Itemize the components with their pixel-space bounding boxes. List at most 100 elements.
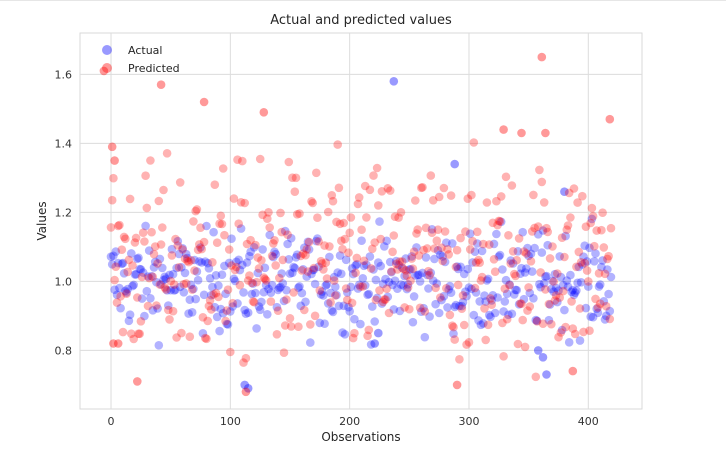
data-point-actual xyxy=(270,247,279,257)
data-point-predicted xyxy=(536,268,545,277)
data-point-actual xyxy=(401,254,411,263)
data-point-actual xyxy=(159,275,168,285)
data-point-actual xyxy=(263,310,272,319)
data-point-predicted xyxy=(280,321,290,330)
data-point-actual xyxy=(469,310,479,320)
data-point-actual xyxy=(189,284,198,294)
data-point-predicted xyxy=(301,250,310,260)
data-point-predicted xyxy=(480,304,489,313)
data-point-actual xyxy=(594,282,604,291)
data-point-actual xyxy=(364,289,374,299)
data-point-predicted xyxy=(110,275,119,285)
data-point-actual xyxy=(174,249,184,259)
data-point-predicted xyxy=(152,301,161,310)
data-point-predicted xyxy=(141,171,150,180)
data-point-actual xyxy=(224,258,234,268)
data-point-actual xyxy=(431,299,440,309)
data-point-actual xyxy=(284,254,294,264)
data-point-actual xyxy=(562,276,572,285)
data-point-actual xyxy=(337,269,346,279)
data-point-actual xyxy=(353,284,363,293)
data-point-actual xyxy=(316,290,326,299)
data-point-predicted xyxy=(203,316,212,326)
data-point-predicted xyxy=(517,128,526,138)
data-point-actual xyxy=(248,279,258,288)
data-point-actual xyxy=(286,233,296,243)
data-point-actual xyxy=(397,263,407,273)
data-point-predicted xyxy=(183,256,192,266)
data-point-predicted xyxy=(507,181,517,190)
data-point-actual xyxy=(548,276,557,286)
data-point-predicted xyxy=(487,300,497,310)
data-point-predicted xyxy=(374,201,383,210)
data-point-predicted xyxy=(118,327,128,337)
data-point-actual xyxy=(564,338,574,347)
data-point-actual xyxy=(532,316,542,326)
data-point-actual xyxy=(341,255,351,265)
data-point-predicted xyxy=(146,156,155,165)
data-point-actual xyxy=(280,226,290,236)
data-point-predicted xyxy=(181,279,191,288)
data-point-actual xyxy=(482,276,492,285)
data-point-predicted xyxy=(380,295,389,304)
data-point-actual xyxy=(247,289,257,299)
data-point-predicted xyxy=(147,227,156,237)
data-point-actual xyxy=(488,291,498,300)
data-points xyxy=(99,52,616,397)
data-point-actual xyxy=(351,261,360,270)
data-point-predicted xyxy=(308,198,318,208)
data-point-predicted xyxy=(312,168,321,178)
data-point-actual xyxy=(439,291,449,301)
data-point-predicted xyxy=(391,259,401,269)
data-point-predicted xyxy=(173,241,183,250)
data-point-predicted xyxy=(535,165,544,175)
data-point-predicted xyxy=(259,273,269,282)
data-point-actual xyxy=(343,288,352,297)
data-point-predicted xyxy=(490,267,500,277)
data-point-predicted xyxy=(357,225,366,234)
data-point-predicted xyxy=(113,339,123,348)
data-point-actual xyxy=(543,240,552,250)
data-point-predicted xyxy=(339,218,349,228)
series-actual xyxy=(106,77,616,393)
data-point-predicted xyxy=(189,217,198,226)
data-point-actual xyxy=(352,260,362,269)
data-point-actual xyxy=(147,271,156,281)
data-point-actual xyxy=(400,271,409,281)
data-point-actual xyxy=(133,254,142,264)
data-point-actual xyxy=(240,305,249,315)
data-point-predicted xyxy=(296,251,306,261)
data-point-predicted xyxy=(407,254,417,263)
data-point-predicted xyxy=(109,339,118,348)
data-point-actual xyxy=(344,302,353,312)
data-point-predicted xyxy=(372,163,382,173)
data-point-predicted xyxy=(344,248,353,257)
data-point-actual xyxy=(389,77,399,86)
data-point-actual xyxy=(140,311,149,321)
data-point-actual xyxy=(312,236,321,246)
data-point-predicted xyxy=(279,348,289,358)
data-point-actual xyxy=(495,250,505,260)
data-point-predicted xyxy=(111,262,121,272)
data-point-predicted xyxy=(483,320,493,330)
data-point-actual xyxy=(313,234,322,243)
data-point-predicted xyxy=(599,243,609,252)
data-point-actual xyxy=(172,263,181,273)
data-point-predicted xyxy=(477,272,487,282)
data-point-actual xyxy=(144,246,154,255)
data-point-predicted xyxy=(288,173,297,182)
data-point-predicted xyxy=(187,285,197,294)
data-point-predicted xyxy=(129,334,138,344)
data-point-predicted xyxy=(421,223,431,233)
data-point-actual xyxy=(360,281,370,290)
data-point-actual xyxy=(406,265,415,274)
data-point-actual xyxy=(240,380,249,390)
data-point-actual xyxy=(125,310,135,320)
data-point-predicted xyxy=(366,264,376,273)
x-tick-label: 400 xyxy=(578,415,599,428)
data-point-predicted xyxy=(292,210,302,219)
data-point-predicted xyxy=(500,284,510,294)
data-point-actual xyxy=(437,295,446,305)
data-point-actual xyxy=(588,312,598,322)
data-point-predicted xyxy=(431,283,440,293)
